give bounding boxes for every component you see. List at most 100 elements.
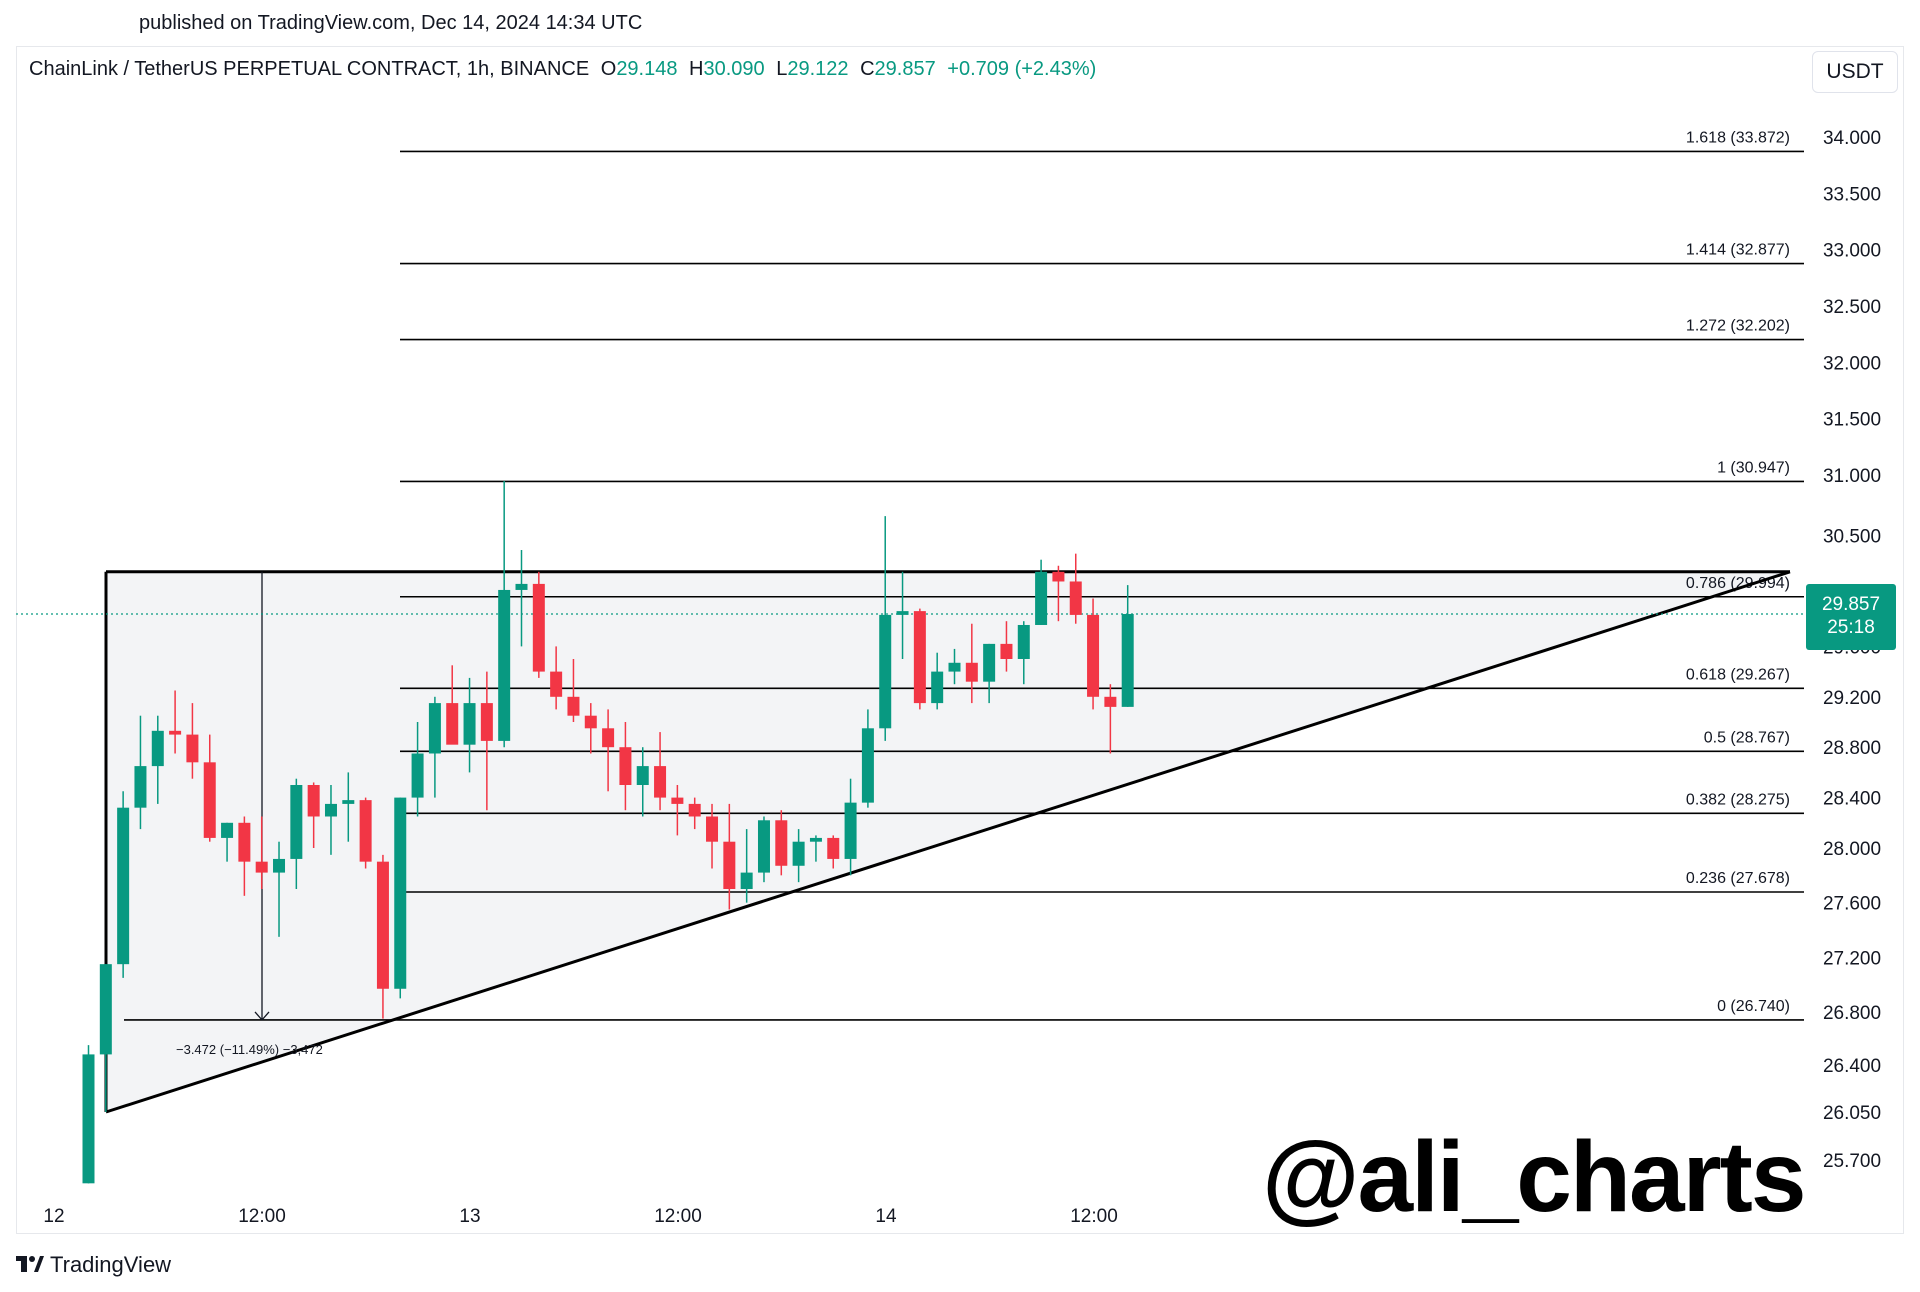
candle [498,481,511,748]
candle-body [255,861,268,873]
candle-body [1121,614,1134,707]
y-axis-tick: 31.500 [1823,410,1881,431]
candle [1087,598,1100,710]
candle-body [394,797,407,989]
candle [99,964,112,1112]
fib-level-label: 1 (30.947) [1717,459,1790,476]
candle-body [636,766,649,785]
candle [636,747,649,817]
y-axis-tick: 27.200 [1823,948,1881,969]
y-axis-tick: 32.000 [1823,353,1881,374]
candle [290,778,303,889]
candle [394,797,407,999]
candle [169,690,182,754]
y-axis-tick: 28.000 [1823,839,1881,860]
candle [931,652,944,710]
candle [428,696,441,798]
candle [446,665,459,745]
candle [480,671,493,811]
candle-body [186,734,199,763]
candle-body [134,766,147,808]
candle-body [446,703,459,745]
candle [584,703,597,754]
candle [376,854,389,1019]
candle-body [359,800,372,862]
y-axis-tick: 31.000 [1823,466,1881,487]
currency-button[interactable]: USDT [1812,51,1898,93]
candle [411,722,424,817]
candle-body [879,614,892,729]
fib-level-label: 0 (26.740) [1717,998,1790,1015]
candle-body [550,671,563,697]
candle [1035,559,1048,625]
candle [983,643,996,704]
y-axis-tick: 30.500 [1823,527,1881,548]
candle [965,623,978,704]
candle-body [151,730,164,767]
candle [671,785,684,836]
candle-body [99,964,112,1055]
candle-body [463,703,476,745]
candle-body [428,703,441,754]
triangle-support-line [105,570,1791,1114]
candle-body [307,785,320,817]
y-axis-tick: 28.400 [1823,789,1881,810]
measure-arrow-head [254,1011,270,1021]
fib-level-label: 0.382 (28.275) [1686,791,1790,808]
candle-body [1104,696,1117,707]
x-axis-tick: 13 [459,1206,480,1227]
candle-body [809,837,822,842]
candle [896,571,909,659]
chart-panel[interactable] [16,46,1904,1234]
candle [879,516,892,741]
ohlc-open: O29.148 [600,58,678,80]
fib-level-label: 1.414 (32.877) [1686,242,1790,259]
tradingview-brand: TradingView [50,1252,172,1277]
candle-body [740,872,753,889]
candle-body [480,703,493,741]
author-watermark: @ali_charts [1262,1121,1806,1233]
candle [273,841,286,937]
candle-body [1052,571,1065,582]
y-axis-tick: 33.000 [1823,241,1881,262]
x-axis-tick: 14 [875,1206,897,1227]
tradingview-logo[interactable]: TradingView [16,1252,171,1278]
ohlc-high: H30.090 [689,58,765,80]
y-axis-tick: 26.400 [1823,1056,1881,1077]
fib-level-label: 0.236 (27.678) [1686,870,1790,887]
candle [238,816,251,896]
candle [221,822,234,862]
candle-body [723,841,736,889]
candle [134,715,147,830]
y-axis-tick: 33.500 [1823,184,1881,205]
measure-label: −3.472 (−11.49%) −3,472 [176,1042,323,1057]
candle-body [844,802,857,859]
symbol-legend[interactable]: ChainLink / TetherUS PERPETUAL CONTRACT,… [29,58,1102,81]
candle [602,709,615,792]
y-axis-tick: 25.700 [1823,1151,1881,1172]
candle-body [1087,614,1100,697]
candle [255,816,268,889]
candle-body [376,861,389,989]
candle [342,772,355,842]
symbol-title: ChainLink / TetherUS PERPETUAL CONTRACT,… [29,58,590,80]
candle [203,734,216,842]
candle [307,782,320,848]
candle-body [602,728,615,748]
candle-body [117,807,130,965]
last-price-value: 29.857 [1821,594,1881,615]
candle-body [792,841,805,866]
candle-body [913,611,926,704]
candle-body [1035,571,1048,625]
candle [861,709,874,808]
candle [844,778,857,876]
candle-body [671,797,684,804]
candle-body [931,671,944,704]
candle-body [273,858,286,873]
price-change: +0.709 (+2.43%) [947,58,1097,80]
candle-body [948,662,961,672]
y-axis-tick: 26.800 [1823,1003,1881,1024]
candle [792,829,805,883]
x-axis-tick: 12:00 [1070,1206,1118,1227]
